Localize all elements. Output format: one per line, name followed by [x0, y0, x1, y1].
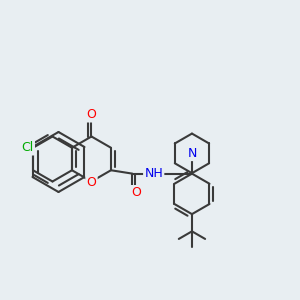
Text: N: N [187, 147, 196, 160]
Text: NH: NH [144, 167, 163, 180]
Text: O: O [86, 108, 96, 121]
Text: O: O [86, 176, 96, 190]
Text: O: O [131, 186, 141, 199]
Text: Cl: Cl [22, 141, 34, 154]
